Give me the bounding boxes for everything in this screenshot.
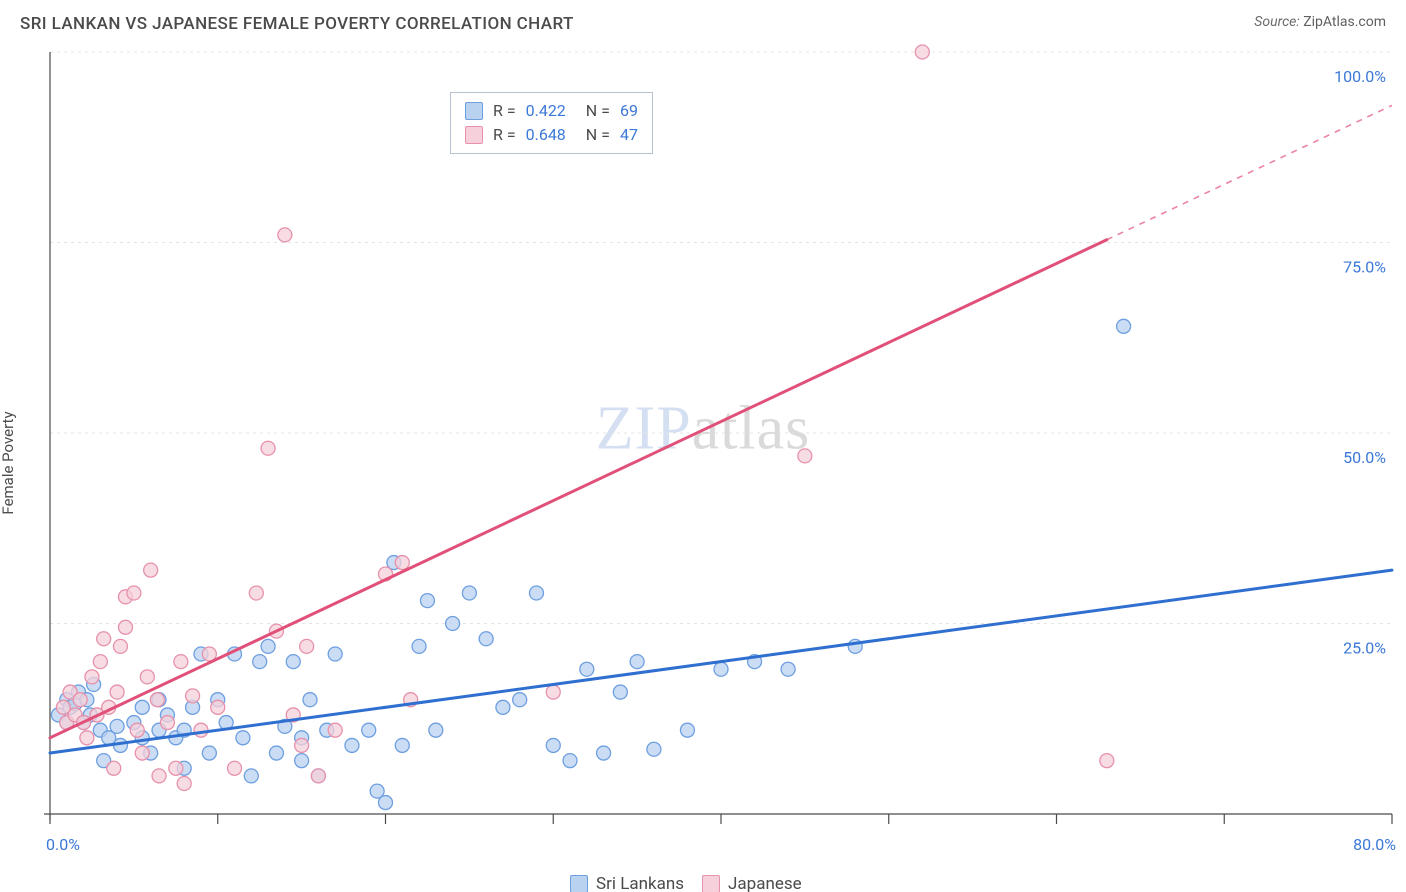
svg-text:100.0%: 100.0% (1334, 67, 1386, 86)
scatter-plot: 0.0% 80.0% 25.0% 50.0% 75.0% 100.0% (0, 42, 1406, 884)
source-value: ZipAtlas.com (1303, 14, 1386, 30)
page-title: SRI LANKAN VS JAPANESE FEMALE POVERTY CO… (20, 14, 574, 34)
legend-n-label: N = (586, 99, 610, 123)
legend-item-sri_lankans: Sri Lankans (570, 874, 684, 892)
legend-swatch (702, 875, 720, 892)
svg-text:50.0%: 50.0% (1343, 448, 1386, 467)
chart-header: SRI LANKAN VS JAPANESE FEMALE POVERTY CO… (0, 0, 1406, 42)
source-credit: Source: ZipAtlas.com (1254, 14, 1386, 30)
svg-text:80.0%: 80.0% (1353, 835, 1396, 854)
legend-r-label: R = (493, 123, 516, 147)
legend-item-japanese: Japanese (702, 874, 802, 892)
source-label: Source: (1254, 14, 1299, 30)
svg-text:25.0%: 25.0% (1343, 639, 1386, 658)
legend-row-japanese: R = 0.648 N = 47 (465, 123, 638, 147)
legend-item-label: Japanese (728, 874, 802, 892)
svg-text:0.0%: 0.0% (46, 835, 80, 854)
legend-item-label: Sri Lankans (596, 874, 684, 892)
legend-r-value: 0.648 (526, 123, 566, 147)
legend-n-label: N = (586, 123, 610, 147)
legend-n-value: 47 (620, 123, 638, 147)
legend-r-label: R = (493, 99, 516, 123)
legend-r-value: 0.422 (526, 99, 566, 123)
legend-swatch (465, 102, 483, 120)
legend-row-sri_lankans: R = 0.422 N = 69 (465, 99, 638, 123)
svg-text:75.0%: 75.0% (1343, 258, 1386, 277)
legend-swatch (465, 126, 483, 144)
legend-swatch (570, 875, 588, 892)
correlation-legend: R = 0.422 N = 69 R = 0.648 N = 47 (450, 92, 653, 154)
legend-n-value: 69 (620, 99, 638, 123)
chart-container: Female Poverty ZIPatlas 0.0%80.0%25.0%50… (0, 42, 1406, 884)
series-legend: Sri Lankans Japanese (570, 874, 802, 892)
